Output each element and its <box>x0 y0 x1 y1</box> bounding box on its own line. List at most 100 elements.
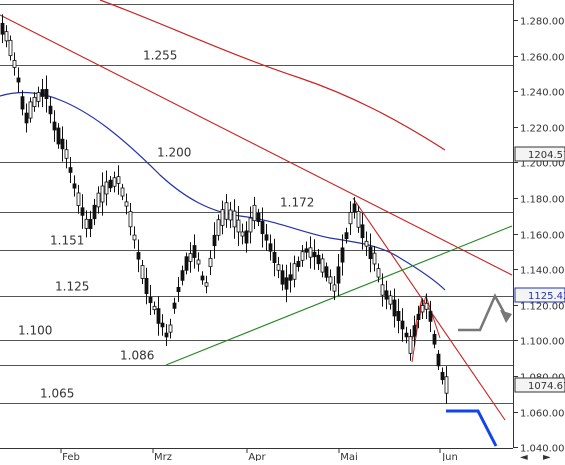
candle-body-56 <box>224 202 229 220</box>
candle-body-107 <box>428 311 433 322</box>
level-label-2: 1.200 <box>157 146 191 160</box>
candle-body-61 <box>244 230 249 244</box>
y-tick-label-0: 1.280.000 <box>520 17 565 28</box>
candle-body-3 <box>12 60 17 68</box>
candle-body-72 <box>288 274 293 281</box>
candle-body-42 <box>168 324 173 333</box>
price-badge-label-2: 1074.67 <box>528 381 565 392</box>
y-tick-label-7: 1.140.000 <box>520 266 565 277</box>
candle-body-59 <box>236 219 241 233</box>
candle-body-48 <box>192 245 197 258</box>
level-label-8: 1.065 <box>40 387 74 401</box>
candle-body-97 <box>388 295 393 305</box>
candle-body-85 <box>340 247 345 263</box>
scenario-up-path <box>458 293 509 332</box>
candle-body-31 <box>124 201 129 207</box>
candle-body-86 <box>344 232 349 239</box>
candle-body-4 <box>16 77 21 83</box>
candle-body-47 <box>188 253 193 262</box>
y-tick-label-12: 1.040.000 <box>520 444 565 455</box>
candle-body-58 <box>232 210 237 228</box>
candle-body-71 <box>284 277 289 290</box>
scenario-down-path <box>446 409 498 447</box>
candle-body-2 <box>8 39 13 57</box>
candle-body-74 <box>296 260 301 268</box>
candle-body-25 <box>100 185 105 203</box>
y-tick-label-5: 1.180.000 <box>520 195 565 206</box>
scroll-right-icon[interactable]: ► <box>543 452 551 463</box>
candle-body-44 <box>176 286 181 293</box>
candle-body-64 <box>256 213 261 222</box>
candle-body-102 <box>408 336 413 354</box>
candle-body-39 <box>156 308 161 324</box>
candle-body-108 <box>432 333 437 345</box>
candle-body-88 <box>352 203 357 213</box>
candle-body-55 <box>220 209 225 226</box>
x-month-label-4: Jun <box>441 452 458 461</box>
candle-body-46 <box>184 256 189 271</box>
candle-body-36 <box>144 278 149 294</box>
scroll-left-icon[interactable]: ◄ <box>520 452 528 463</box>
candle-body-7 <box>28 101 33 119</box>
candle-body-82 <box>328 276 333 284</box>
candle-body-98 <box>392 299 397 317</box>
candle-body-109 <box>436 353 441 367</box>
candle-body-30 <box>120 187 125 197</box>
trendline-steep-down <box>352 197 506 421</box>
candle-body-104 <box>416 314 421 320</box>
candle-body-23 <box>92 204 97 220</box>
price-badge-label-0: 1204.57 <box>528 150 565 161</box>
candle-body-78 <box>312 251 317 258</box>
level-label-1: 1.255 <box>143 49 177 63</box>
candle-body-69 <box>276 264 281 271</box>
level-label-5: 1.125 <box>55 280 89 294</box>
candle-body-41 <box>164 332 169 338</box>
candle-body-8 <box>32 96 37 108</box>
price-badge-label-1: 1125.42 <box>528 291 565 302</box>
candle-body-6 <box>24 112 29 124</box>
candle-body-83 <box>332 284 337 292</box>
candle-body-79 <box>316 254 321 265</box>
candle-body-80 <box>320 258 325 273</box>
candle-body-24 <box>96 192 101 208</box>
price-badge-1 <box>514 287 565 303</box>
candle-body-10 <box>40 89 45 97</box>
y-tick-label-1: 1.260.000 <box>520 53 565 64</box>
candle-body-35 <box>140 265 145 279</box>
y-tick-label-11: 1.060.000 <box>520 409 565 420</box>
candle-body-87 <box>348 212 353 225</box>
candle-body-51 <box>204 282 209 287</box>
candle-body-65 <box>260 220 265 235</box>
candle-body-38 <box>152 305 157 311</box>
candle-body-33 <box>132 234 137 241</box>
candle-body-22 <box>88 219 93 229</box>
price-badge-0 <box>514 146 565 162</box>
candle-body-15 <box>60 138 65 150</box>
candle-body-67 <box>268 243 273 252</box>
candle-body-16 <box>64 149 69 159</box>
candle-body-105 <box>420 305 425 313</box>
x-month-label-3: Mai <box>340 452 358 461</box>
candle-body-100 <box>400 320 405 330</box>
ma-long-line <box>99 0 446 151</box>
candle-body-81 <box>324 266 329 278</box>
x-month-label-1: Mrz <box>154 452 172 461</box>
candle-body-76 <box>304 248 309 253</box>
candle-body-93 <box>372 252 377 265</box>
y-tick-label-4: 1.200.000 <box>520 159 565 170</box>
candle-body-11 <box>44 88 49 100</box>
candle-body-17 <box>68 167 73 173</box>
candle-body-54 <box>216 219 221 236</box>
candle-body-1 <box>4 31 9 42</box>
candle-body-32 <box>128 211 133 228</box>
candle-body-50 <box>200 275 205 281</box>
candle-body-62 <box>248 217 253 233</box>
candle-body-52 <box>208 257 213 268</box>
candle-body-111 <box>444 376 449 394</box>
candle-body-28 <box>112 177 117 187</box>
candle-body-77 <box>308 247 313 258</box>
candle-body-96 <box>384 290 389 300</box>
